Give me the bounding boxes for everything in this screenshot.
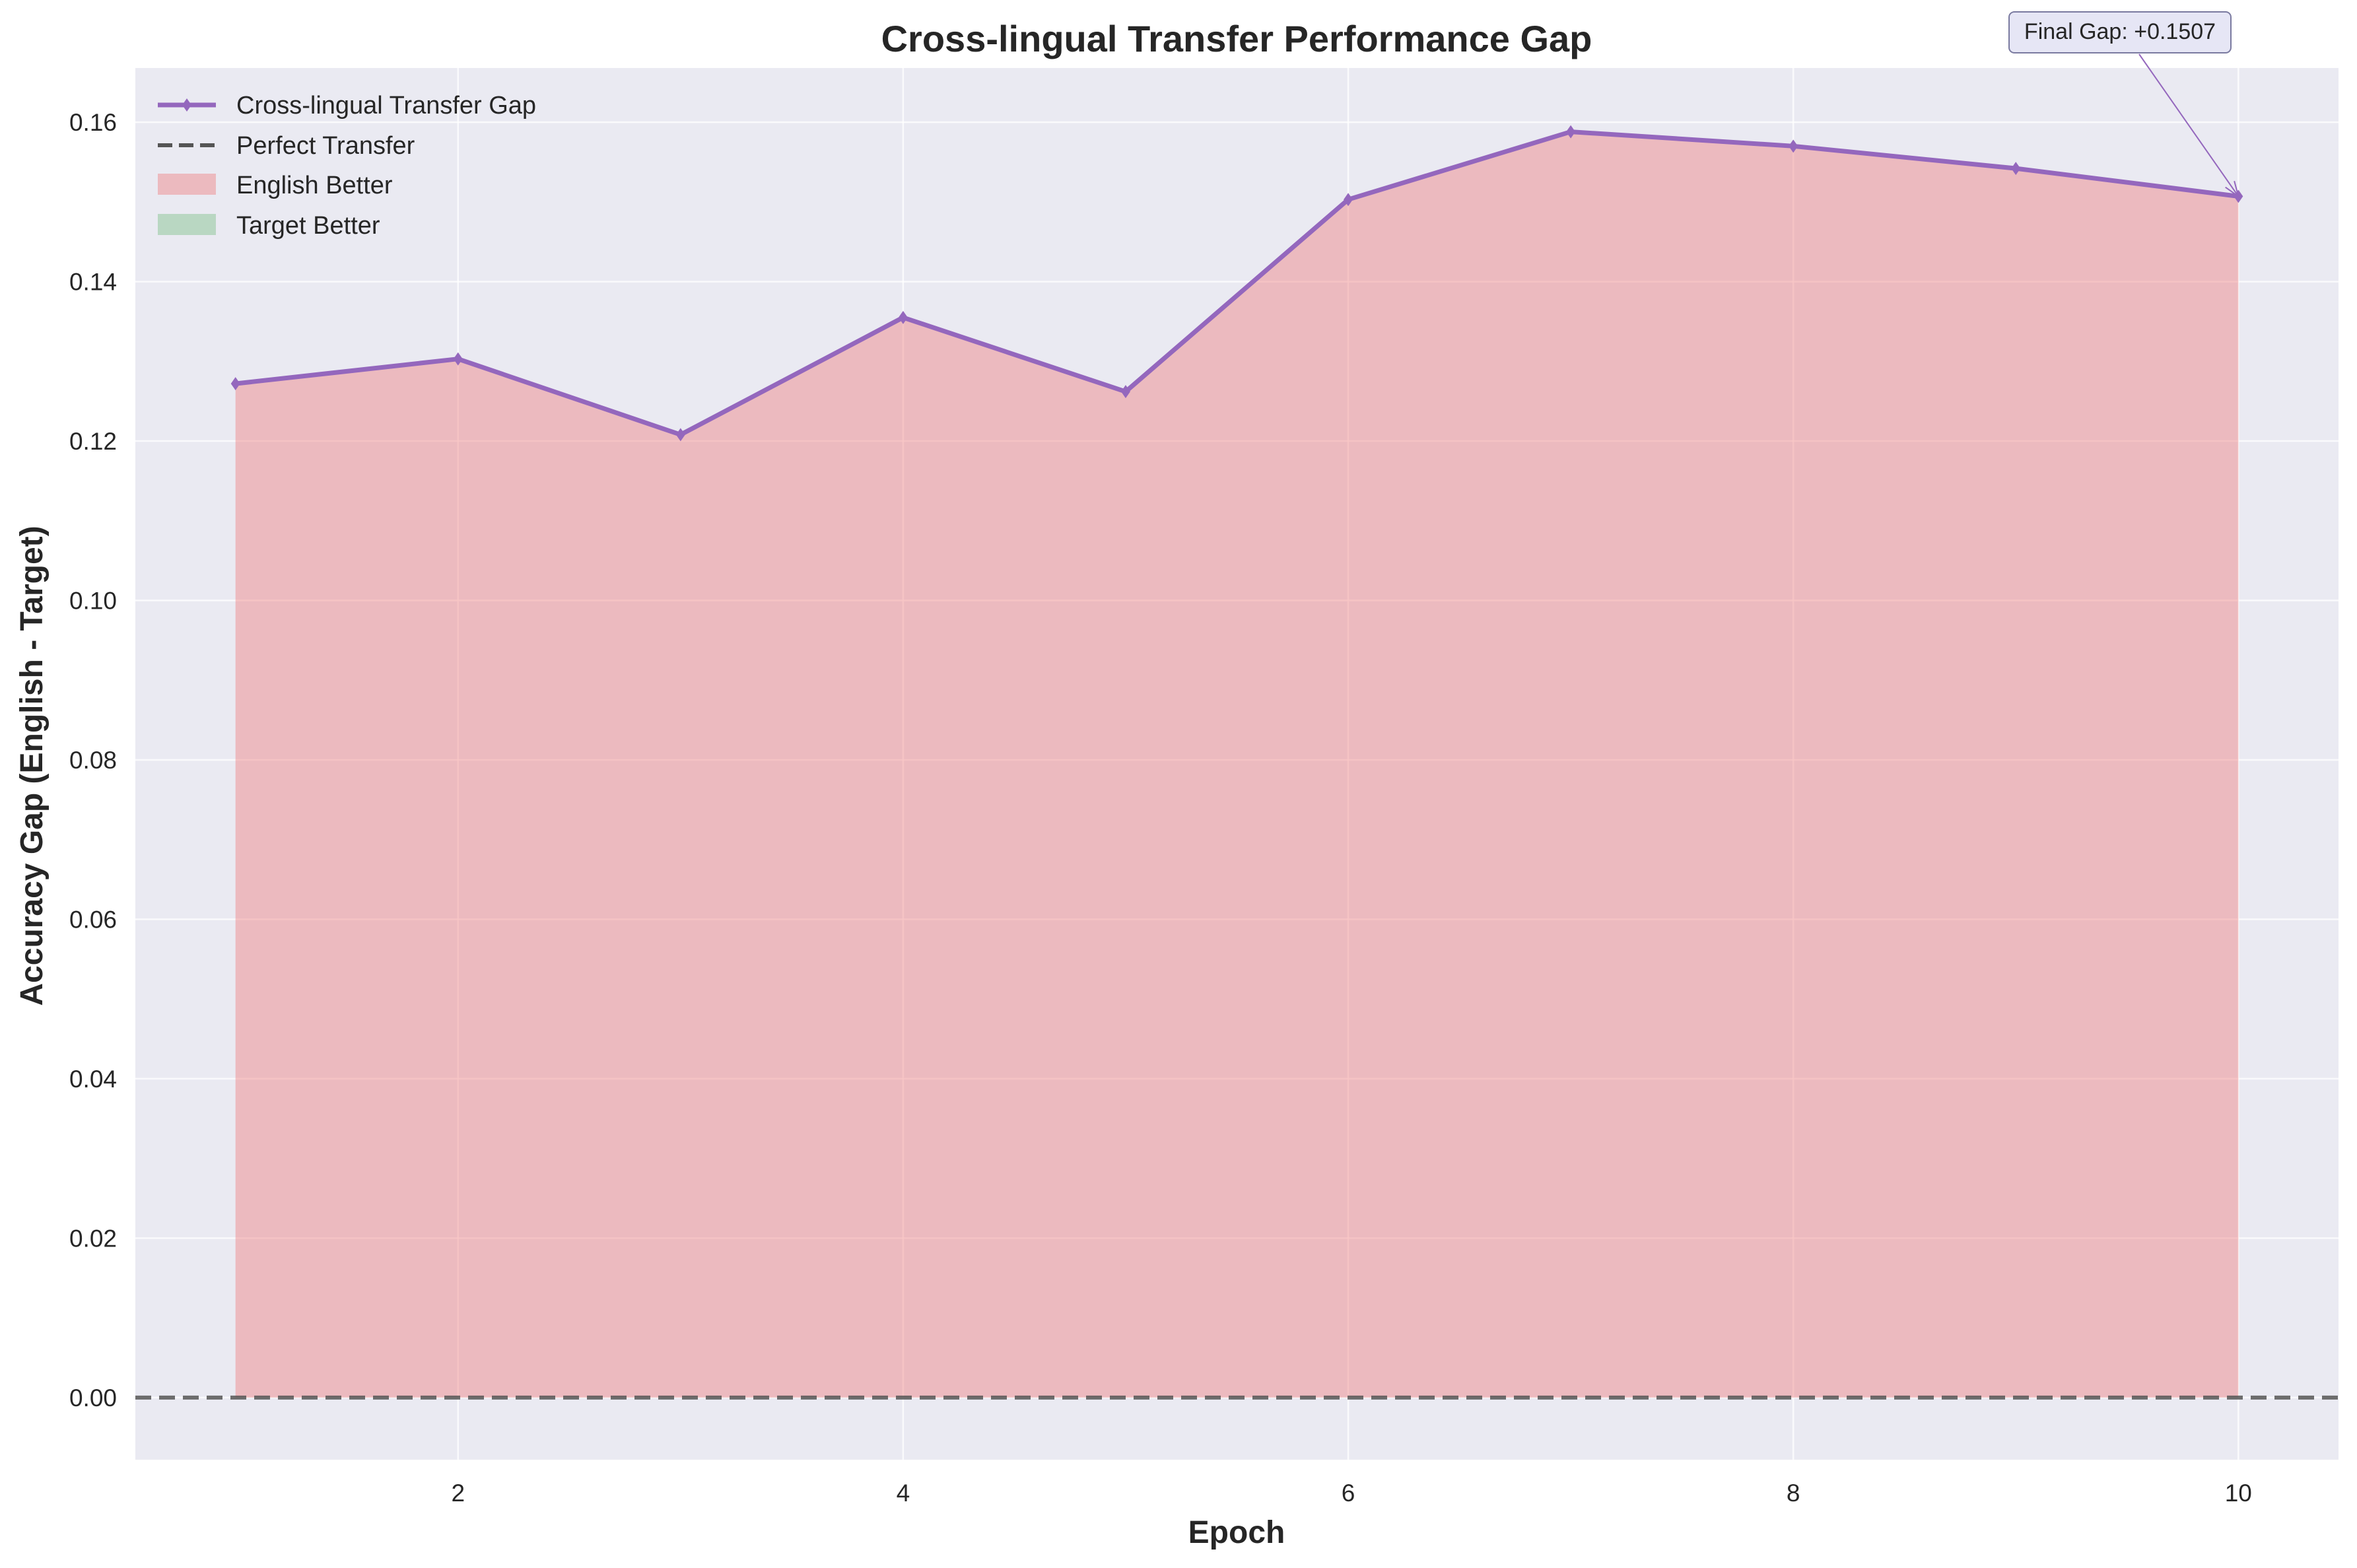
chart-title: Cross-lingual Transfer Performance Gap	[881, 18, 1592, 59]
annotation-label: Final Gap: +0.1507	[2024, 19, 2216, 44]
legend-series-label: Cross-lingual Transfer Gap	[236, 92, 536, 119]
gap-data-point	[898, 310, 908, 324]
series-markers	[230, 125, 2243, 442]
gap-data-point	[1789, 139, 1798, 153]
gap-data-point	[1344, 193, 1353, 207]
english-better-area	[235, 131, 2239, 1398]
x-tick-label: 10	[2225, 1480, 2252, 1507]
y-tick-label: 0.14	[69, 269, 117, 296]
y-tick-label: 0.02	[69, 1225, 117, 1252]
y-tick-label: 0.12	[69, 428, 117, 455]
x-tick-label: 2	[451, 1480, 465, 1507]
x-tick-label: 4	[897, 1480, 910, 1507]
y-tick-label: 0.10	[69, 587, 117, 614]
legend-target-swatch	[158, 214, 216, 235]
annotation-arrowhead	[2225, 180, 2239, 198]
y-tick-label: 0.04	[69, 1066, 117, 1093]
x-tick-label: 8	[1787, 1480, 1800, 1507]
plot-background	[135, 68, 2339, 1460]
gap-series-line	[235, 129, 2239, 437]
annotation-box	[2008, 11, 2232, 53]
area-fills	[235, 131, 2239, 1398]
y-axis-title: Accuracy Gap (English - Target)	[15, 526, 50, 1006]
gap-data-point	[1120, 385, 1130, 399]
tick-labels: 2 4 6 8 10 0.00 0.02 0.04 0.06 0.08 0.10 0.12 0.14 0.…	[69, 109, 2252, 1507]
grid-lines	[135, 68, 2339, 1460]
legend-english-swatch	[158, 174, 216, 195]
final-gap-annotation: Final Gap: +0.1507	[2008, 11, 2239, 198]
x-axis-title: Epoch	[1188, 1515, 1285, 1550]
y-tick-label: 0.16	[69, 109, 117, 136]
legend-reference-label: Perfect Transfer	[236, 132, 415, 160]
legend-target-label: Target Better	[236, 212, 380, 240]
y-tick-label: 0.06	[69, 906, 117, 933]
gap-data-point	[1566, 125, 1576, 139]
gap-data-point	[675, 428, 685, 442]
y-tick-label: 0.08	[69, 747, 117, 774]
legend-line-marker	[182, 98, 191, 112]
annotation-arrow	[2138, 53, 2239, 197]
gap-data-point	[2011, 162, 2021, 176]
legend: Cross-lingual Transfer Gap Perfect Trans…	[158, 92, 536, 240]
y-tick-label: 0.00	[69, 1384, 117, 1412]
legend-english-label: English Better	[236, 172, 393, 199]
series-lines	[235, 129, 2239, 437]
gap-data-point	[230, 377, 240, 391]
gap-data-point	[453, 352, 463, 366]
x-tick-label: 6	[1342, 1480, 1355, 1507]
